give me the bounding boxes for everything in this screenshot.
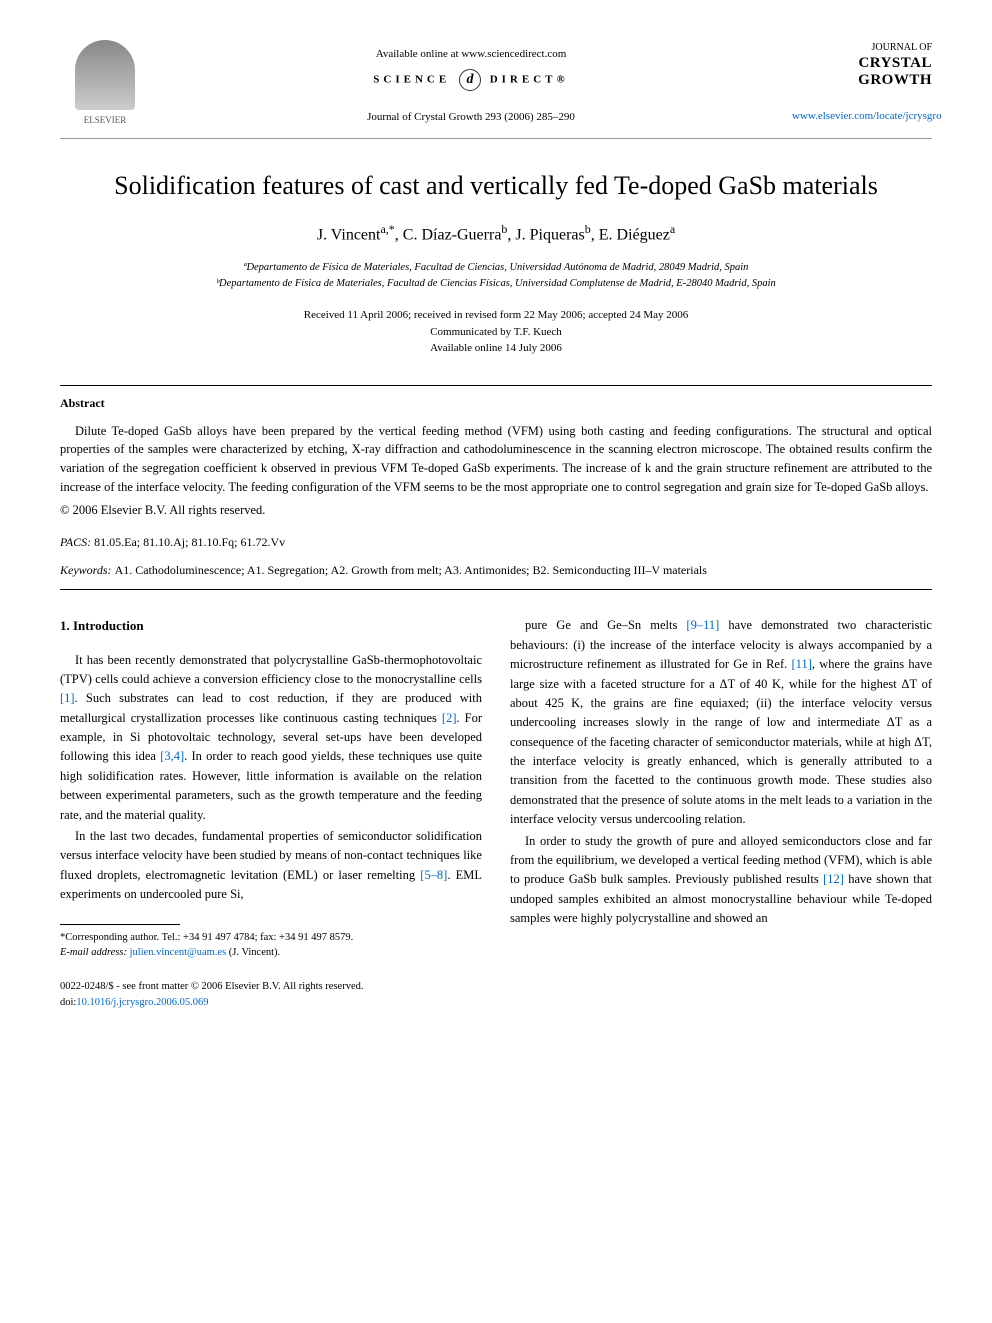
ref-link[interactable]: [5–8] <box>420 868 447 882</box>
footer-left: 0022-0248/$ - see front matter © 2006 El… <box>60 979 363 1011</box>
page-header: ELSEVIER Available online at www.science… <box>60 40 932 128</box>
abstract-bottom-rule <box>60 589 932 590</box>
doi-line: doi:10.1016/j.jcrysgro.2006.05.069 <box>60 995 363 1011</box>
email-link[interactable]: julien.vincent@uam.es <box>130 947 227 958</box>
corr-email-line: E-mail address: julien.vincent@uam.es (J… <box>60 946 482 961</box>
doi-link[interactable]: 10.1016/j.jcrysgro.2006.05.069 <box>76 997 208 1008</box>
corr-author-line: *Corresponding author. Tel.: +34 91 497 … <box>60 931 482 946</box>
sciencedirect-logo: SCIENCE d DIRECT® <box>150 69 792 91</box>
ref-link[interactable]: [12] <box>823 872 844 886</box>
journal-logo-crystal: CRYSTAL <box>792 55 932 72</box>
online-date: Available online 14 July 2006 <box>60 340 932 357</box>
corresponding-footnote: *Corresponding author. Tel.: +34 91 497 … <box>60 931 482 960</box>
pacs-label: PACS: <box>60 535 91 549</box>
ref-link[interactable]: [11] <box>792 657 812 671</box>
available-online-text: Available online at www.sciencedirect.co… <box>150 46 792 63</box>
abstract-copyright: © 2006 Elsevier B.V. All rights reserved… <box>60 501 932 520</box>
keywords-line: Keywords: A1. Cathodoluminescence; A1. S… <box>60 561 932 579</box>
journal-logo-growth: GROWTH <box>792 72 932 89</box>
communicated-by: Communicated by T.F. Kuech <box>60 324 932 341</box>
body-paragraph: In order to study the growth of pure and… <box>510 832 932 929</box>
body-paragraph: It has been recently demonstrated that p… <box>60 651 482 825</box>
ref-link[interactable]: [3,4] <box>160 749 184 763</box>
left-column: 1. Introduction It has been recently dem… <box>60 616 482 960</box>
right-column: pure Ge and Ge–Sn melts [9–11] have demo… <box>510 616 932 960</box>
elsevier-logo: ELSEVIER <box>60 40 150 128</box>
abstract-body: Dilute Te-doped GaSb alloys have been pr… <box>60 422 932 497</box>
body-paragraph: In the last two decades, fundamental pro… <box>60 827 482 905</box>
article-dates: Received 11 April 2006; received in revi… <box>60 307 932 357</box>
keywords-label: Keywords: <box>60 563 112 577</box>
abstract-heading: Abstract <box>60 394 932 412</box>
authors-line: J. Vincenta,*, C. Díaz-Guerrab, J. Pique… <box>60 220 932 247</box>
front-matter-line: 0022-0248/$ - see front matter © 2006 El… <box>60 979 363 995</box>
header-rule <box>60 138 932 139</box>
footnote-rule <box>60 924 180 925</box>
received-date: Received 11 April 2006; received in revi… <box>60 307 932 324</box>
sd-right: DIRECT® <box>490 73 569 85</box>
affiliation-a: ªDepartamento de Física de Materiales, F… <box>60 260 932 277</box>
pacs-line: PACS: 81.05.Ea; 81.10.Aj; 81.10.Fq; 61.7… <box>60 533 932 551</box>
elsevier-tree-icon <box>75 40 135 110</box>
journal-logo: JOURNAL OF CRYSTAL GROWTH www.elsevier.c… <box>792 40 932 125</box>
keywords-list: A1. Cathodoluminescence; A1. Segregation… <box>115 563 707 577</box>
pacs-codes: 81.05.Ea; 81.10.Aj; 81.10.Fq; 61.72.Vv <box>94 535 285 549</box>
abstract-top-rule <box>60 385 932 386</box>
sd-left: SCIENCE <box>373 73 450 85</box>
elsevier-label: ELSEVIER <box>60 114 150 128</box>
journal-logo-top: JOURNAL OF <box>792 40 932 55</box>
email-paren: (J. Vincent). <box>229 947 280 958</box>
ref-link[interactable]: [1] <box>60 691 75 705</box>
ref-link[interactable]: [9–11] <box>686 618 719 632</box>
doi-label: doi: <box>60 997 76 1008</box>
section-heading-intro: 1. Introduction <box>60 616 482 636</box>
journal-reference: Journal of Crystal Growth 293 (2006) 285… <box>150 109 792 126</box>
body-paragraph: pure Ge and Ge–Sn melts [9–11] have demo… <box>510 616 932 829</box>
affiliation-b: ᵇDepartamento de Física de Materiales, F… <box>60 276 932 293</box>
page-footer: 0022-0248/$ - see front matter © 2006 El… <box>60 979 932 1011</box>
journal-url-link[interactable]: www.elsevier.com/locate/jcrysgro <box>792 108 932 125</box>
affiliations: ªDepartamento de Física de Materiales, F… <box>60 260 932 294</box>
ref-link[interactable]: [2] <box>442 711 457 725</box>
body-columns: 1. Introduction It has been recently dem… <box>60 616 932 960</box>
sd-at-icon: d <box>459 69 481 91</box>
center-header: Available online at www.sciencedirect.co… <box>150 40 792 125</box>
article-title: Solidification features of cast and vert… <box>60 169 932 203</box>
email-label: E-mail address: <box>60 947 127 958</box>
